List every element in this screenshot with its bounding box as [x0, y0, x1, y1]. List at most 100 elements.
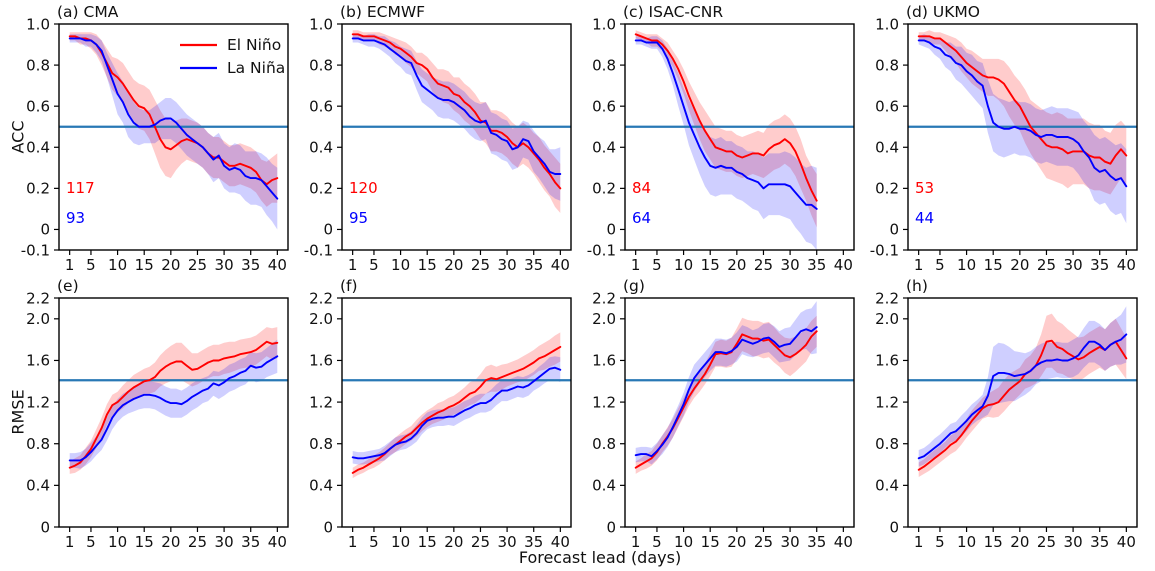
la_nina-uncertainty-band [352, 34, 561, 201]
panel-title: (c) ISAC-CNR [623, 3, 723, 21]
panel-title: (e) [57, 277, 79, 295]
x-tick-label: 40 [834, 256, 853, 274]
la_nina-uncertainty-band [69, 339, 278, 469]
x-tick-label: 10 [674, 256, 693, 274]
y-tick-label: 0.6 [875, 97, 899, 115]
x-tick-label: 40 [834, 533, 853, 551]
rmse-axis-label: RMSE [8, 389, 28, 435]
x-axis-label: Forecast lead (days) [518, 548, 682, 567]
y-tick-label: 2.2 [592, 289, 616, 307]
x-tick-label: 25 [754, 256, 773, 274]
x-tick-label: 20 [444, 533, 463, 551]
la_nina-uncertainty-band [918, 306, 1127, 467]
panel-e: 1 5 10 15 20 25 30 35 40 0 0.4 0.8 1.2 1.6 2.0 2.2 (e) [26, 277, 289, 551]
y-tick-label: 1.2 [592, 393, 616, 411]
y-tick-label: 0.2 [309, 180, 333, 198]
x-tick-label: 1 [65, 256, 75, 274]
plot-area [59, 327, 288, 474]
x-tick-label: 15 [701, 533, 720, 551]
y-tick-label: 0.8 [26, 56, 50, 74]
x-tick-label: 30 [781, 533, 800, 551]
y-tick-label: 0 [40, 518, 50, 536]
x-tick-label: 35 [241, 533, 260, 551]
x-tick-label: 1 [65, 533, 75, 551]
panel-spines [341, 297, 572, 528]
y-tick-label: 1.2 [875, 393, 899, 411]
y-tick-label: 0.8 [875, 56, 899, 74]
y-tick-label: 0.8 [309, 56, 333, 74]
panel-f: 1 5 10 15 20 25 30 35 40 0 0.4 0.8 1.2 1.6 2.0 2.2 (f) [309, 277, 572, 551]
y-tick-label: 0 [323, 518, 333, 536]
la_nina-mean-line [634, 39, 818, 210]
x-tick-label: 35 [1090, 256, 1109, 274]
y-tick-label: 0.4 [26, 139, 50, 157]
y-tick-label: 1.0 [592, 15, 616, 33]
la_nina-mean-line [351, 366, 562, 460]
y-tick-label: 1.6 [875, 352, 899, 370]
x-tick-label: 35 [524, 533, 543, 551]
x-tick-label: 35 [241, 256, 260, 274]
x-tick-label: 30 [215, 256, 234, 274]
x-tick-label: 20 [1010, 256, 1029, 274]
x-tick-label: 40 [268, 256, 287, 274]
y-tick-label: 1.0 [26, 15, 50, 33]
la_nina-mean-line [68, 37, 279, 200]
plot-area [908, 306, 1137, 477]
panel-spines [907, 297, 1138, 528]
x-tick-label: 15 [135, 256, 154, 274]
panel-title: (g) [623, 277, 645, 295]
el-nino-sample-count: 53 [915, 179, 934, 197]
x-tick-label: 25 [471, 533, 490, 551]
x-tick-label: 35 [1090, 533, 1109, 551]
y-tick-label: 0.6 [592, 97, 616, 115]
legend-label-el_nino: El Niño [227, 36, 281, 54]
panel-spines [341, 23, 572, 251]
panel-title: (h) [906, 277, 928, 295]
el_nino-uncertainty-band [918, 313, 1127, 477]
panel-spines [58, 297, 289, 528]
y-tick-label: 2.2 [309, 289, 333, 307]
y-tick-label: 1.0 [875, 15, 899, 33]
x-tick-label: 1 [348, 533, 358, 551]
x-tick-label: 35 [524, 256, 543, 274]
el_nino-uncertainty-band [69, 327, 278, 474]
y-tick-label: 0.4 [592, 139, 616, 157]
plot-area [625, 301, 854, 474]
x-tick-label: 30 [1064, 533, 1083, 551]
x-tick-label: 20 [1010, 533, 1029, 551]
y-tick-label: 0.6 [309, 97, 333, 115]
x-tick-label: 15 [135, 533, 154, 551]
y-tick-label: 2.2 [875, 289, 899, 307]
x-tick-label: 40 [1117, 533, 1136, 551]
x-tick-label: 15 [418, 256, 437, 274]
x-tick-label: 30 [1064, 256, 1083, 274]
la-nina-sample-count: 93 [66, 209, 85, 227]
panel-title: (f) [340, 277, 358, 295]
panel-title: (b) ECMWF [340, 3, 425, 21]
panel-spines [624, 23, 855, 251]
x-tick-label: 5 [369, 533, 379, 551]
el-nino-sample-count: 120 [349, 179, 378, 197]
y-tick-label: 0.2 [26, 180, 50, 198]
x-tick-label: 10 [391, 533, 410, 551]
y-tick-label: -0.1 [21, 241, 50, 259]
la_nina-mean-line [351, 37, 562, 175]
y-tick-label: 0.8 [592, 435, 616, 453]
x-tick-label: 1 [348, 256, 358, 274]
la_nina-mean-line [68, 355, 279, 462]
x-tick-label: 30 [498, 256, 517, 274]
y-tick-label: -0.1 [587, 241, 616, 259]
x-tick-label: 1 [914, 533, 924, 551]
la_nina-mean-line [917, 39, 1128, 188]
y-tick-label: 0.8 [875, 435, 899, 453]
el_nino-uncertainty-band [635, 315, 817, 474]
plot-area [59, 32, 288, 230]
x-tick-label: 15 [418, 533, 437, 551]
acc-axis-label: ACC [8, 120, 28, 154]
x-tick-label: 35 [807, 256, 826, 274]
el_nino-mean-line [634, 33, 818, 202]
panel-spines [907, 23, 1138, 251]
x-tick-label: 10 [391, 256, 410, 274]
x-tick-label: 1 [631, 533, 641, 551]
